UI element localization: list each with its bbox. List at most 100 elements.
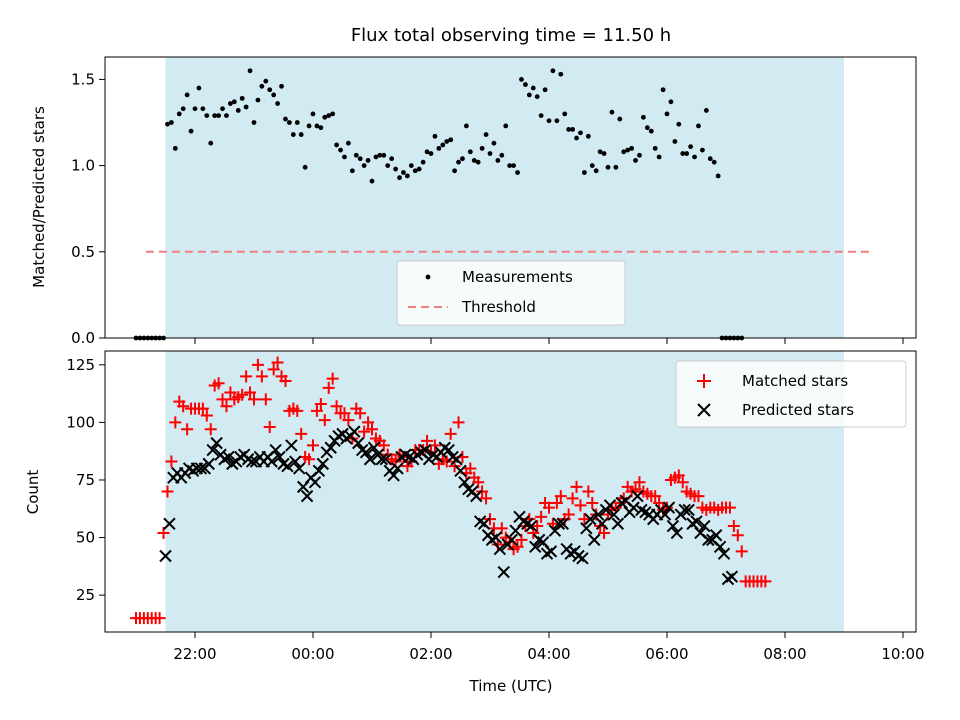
- matched-point: [338, 407, 351, 420]
- predicted-point: [505, 533, 518, 547]
- matched-point: [165, 455, 178, 468]
- matched-point: [318, 414, 331, 427]
- predicted-point: [324, 441, 337, 454]
- measurement-point: [550, 68, 556, 74]
- predicted-point: [285, 439, 298, 452]
- measurement-point: [287, 120, 292, 125]
- measurement-point: [338, 147, 343, 153]
- measurement-point: [440, 142, 446, 148]
- matched-point: [216, 393, 229, 406]
- matched-point: [672, 469, 685, 482]
- measurement-point: [369, 178, 375, 184]
- measurement-point: [397, 175, 402, 181]
- measurement-point: [597, 149, 603, 155]
- measurement-point: [523, 82, 528, 87]
- matched-point: [511, 540, 524, 553]
- predicted-point: [525, 519, 538, 533]
- measurement-point: [259, 83, 265, 89]
- predicted-point: [316, 457, 330, 471]
- bottom-plot-frame: [104, 350, 917, 633]
- measurement-point: [365, 158, 371, 163]
- measurement-point: [692, 154, 697, 160]
- bottom-legend-box: [675, 360, 907, 428]
- predicted-point: [222, 450, 235, 464]
- measurement-point: [526, 92, 532, 98]
- bottom-x-axis: 22:00 00:00 02:00 04:00 06:00 08:00 10:00: [173, 632, 925, 663]
- measurement-point: [530, 85, 536, 91]
- predicted-point: [470, 489, 483, 503]
- predicted-point: [202, 457, 215, 471]
- measurement-point: [243, 104, 249, 110]
- measurement-point: [613, 164, 619, 170]
- legend-predicted-marker: [697, 403, 711, 417]
- predicted-point: [293, 462, 306, 475]
- bottom-y-tick-label-1: 50: [76, 529, 95, 547]
- predicted-point: [418, 443, 432, 457]
- predicted-point: [206, 443, 219, 457]
- predicted-point: [391, 462, 404, 475]
- measurement-point: [656, 154, 662, 160]
- measurement-point: [700, 147, 705, 153]
- measurement-point: [408, 163, 414, 169]
- measurement-point: [570, 127, 575, 132]
- predicted-point: [658, 508, 672, 521]
- measurement-point: [220, 106, 225, 112]
- matched-point: [169, 416, 182, 429]
- matched-point: [582, 485, 595, 498]
- measurement-point: [294, 120, 300, 125]
- legend-matched-label: Matched stars: [742, 372, 848, 390]
- matched-point: [271, 356, 284, 369]
- measurement-point: [310, 111, 316, 117]
- matched-point: [181, 423, 194, 436]
- matched-point: [464, 462, 477, 475]
- measurement-point: [239, 95, 245, 101]
- measurement-point: [216, 113, 222, 119]
- top-plot-frame: [104, 56, 917, 339]
- matched-point: [472, 476, 485, 489]
- matched-point: [759, 575, 772, 588]
- predicted-point: [580, 522, 593, 535]
- matched-point: [676, 476, 689, 489]
- measurement-point: [664, 111, 670, 117]
- measurement-point: [644, 125, 650, 131]
- measurement-point: [377, 152, 383, 158]
- measurement-point: [314, 123, 320, 129]
- predicted-point: [556, 517, 569, 530]
- bottom-x-tick-label-0: 22:00: [173, 645, 216, 663]
- measurement-point: [428, 151, 434, 156]
- measurement-point: [357, 156, 363, 162]
- predicted-point: [713, 540, 727, 553]
- bottom-y-tick-label-3: 100: [66, 413, 95, 431]
- top-panel: Flux total observing time = 11.50 h 0.00…: [30, 25, 917, 347]
- measurement-point: [420, 159, 426, 165]
- measurement-point: [574, 135, 579, 141]
- measurement-point: [247, 68, 253, 74]
- predicted-point: [359, 446, 373, 459]
- measurement-point: [318, 125, 324, 131]
- predicted-point: [387, 469, 400, 482]
- predicted-point: [690, 515, 703, 528]
- matched-point: [531, 520, 544, 533]
- measurement-point: [255, 97, 261, 103]
- legend-measurements-label: Measurements: [462, 268, 573, 286]
- matched-point: [224, 386, 237, 399]
- top-panel-title: Flux total observing time = 11.50 h: [351, 25, 671, 46]
- matched-point: [731, 529, 744, 542]
- measurement-point: [601, 151, 607, 156]
- matched-point: [153, 612, 166, 625]
- bottom-x-tick-label-3: 04:00: [527, 645, 570, 663]
- measurement-point: [629, 145, 634, 151]
- predicted-point: [265, 455, 278, 468]
- measurement-point: [393, 166, 398, 172]
- matched-point: [633, 476, 646, 489]
- measurement-point: [405, 173, 410, 179]
- top-legend-box: [396, 260, 626, 326]
- matched-point: [543, 501, 555, 514]
- bottom-x-tick-label-1: 00:00: [291, 645, 334, 663]
- measurement-point: [578, 130, 583, 136]
- predicted-point: [678, 503, 691, 517]
- predicted-point: [163, 517, 176, 530]
- matched-point: [259, 393, 272, 406]
- measurement-point: [176, 111, 182, 117]
- measurement-point: [306, 123, 312, 129]
